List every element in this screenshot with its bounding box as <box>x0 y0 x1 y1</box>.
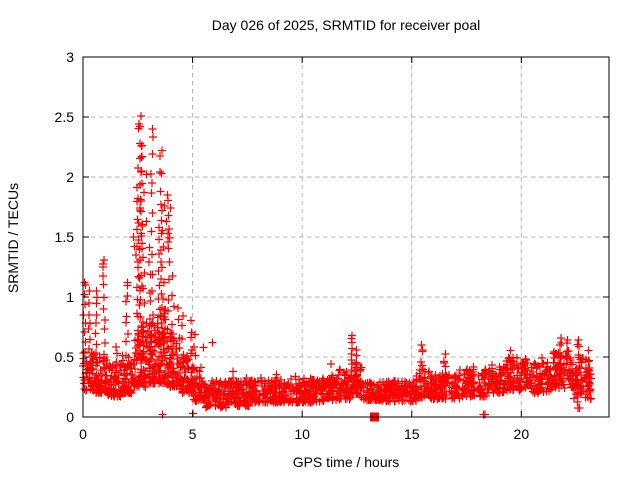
y-tick-label: 3 <box>66 49 74 65</box>
grid-lines <box>83 57 609 417</box>
scatter-points <box>79 112 595 419</box>
y-tick-label: 1.5 <box>55 229 75 245</box>
chart-title: Day 026 of 2025, SRMTID for receiver poa… <box>211 17 481 33</box>
x-tick-label: 15 <box>404 426 420 442</box>
x-tick-label: 20 <box>514 426 530 442</box>
x-axis-label: GPS time / hours <box>292 454 400 470</box>
x-tick-label: 10 <box>294 426 310 442</box>
y-tick-label: 0.5 <box>55 349 75 365</box>
axis-ticks <box>82 56 609 418</box>
y-tick-label: 2 <box>66 169 74 185</box>
x-tick-label: 5 <box>189 426 197 442</box>
y-tick-label: 2.5 <box>55 109 75 125</box>
y-tick-label: 1 <box>66 289 74 305</box>
x-tick-label: 0 <box>79 426 87 442</box>
y-tick-label: 0 <box>66 409 74 425</box>
